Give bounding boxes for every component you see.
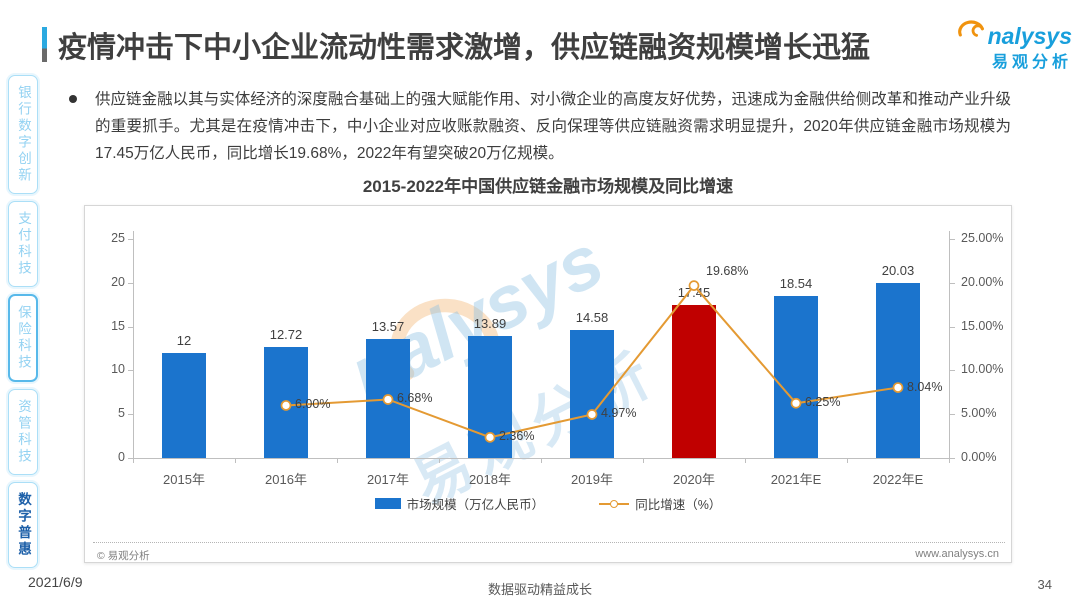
footer-date: 2021/6/9: [28, 574, 83, 590]
page-number: 34: [1037, 577, 1052, 592]
sidebar: 银行数字创新 支付科技 保险科技 资管科技 数字普惠: [8, 75, 38, 568]
card-footer-divider: [93, 542, 1005, 543]
x-axis-category-label: 2016年: [265, 472, 307, 487]
analysys-logo: nalysys 易观分析: [952, 12, 1072, 72]
line-value-label: 19.68%: [706, 263, 749, 278]
bullet-icon: [69, 95, 77, 103]
right-axis-tick-label: 5.00%: [961, 406, 997, 421]
x-axis-category-label: 2017年: [367, 472, 409, 487]
chart-plot-area: 0 5 10 15 20 25 0.00% 5.00% 10.00% 15.00% 20.00% 25…: [85, 206, 1011, 562]
legend-label: 同比增速（%）: [635, 498, 722, 512]
bar-value-label: 20.03: [881, 262, 915, 278]
bar-value-label: 13.89: [473, 316, 507, 332]
page-title: 疫情冲击下中小企业流动性需求激增，供应链融资规模增长迅猛: [58, 32, 871, 64]
line-value-label: 2.36%: [499, 429, 535, 444]
line-value-label: 4.97%: [601, 406, 637, 421]
x-axis-tick: [949, 458, 950, 463]
x-axis-tick: [745, 458, 746, 463]
sidebar-tab-payment-tech[interactable]: 支付科技: [8, 201, 38, 287]
bar-2022年E: [876, 282, 920, 458]
right-axis-tick-label: 20.00%: [961, 274, 1004, 289]
left-axis-tick: [128, 282, 133, 284]
legend-item-market-size: 市场规模（万亿人民币）: [374, 494, 545, 513]
left-axis-tick: [128, 458, 133, 459]
sidebar-tab-asset-management-tech[interactable]: 资管科技: [8, 389, 38, 475]
bar-2020年: [672, 305, 716, 458]
left-axis-tick-label: 5: [118, 406, 125, 421]
left-axis-tick-label: 15: [111, 318, 125, 333]
bar-2021年E: [774, 295, 818, 458]
left-axis-tick-label: 0: [118, 450, 125, 464]
line-value-label: 6.25%: [805, 395, 841, 410]
bar-value-label: 13.57: [371, 319, 405, 335]
left-axis-tick-label: 25: [111, 231, 125, 245]
chart-legend: 市场规模（万亿人民币） 同比增速（%）: [85, 494, 1011, 513]
sidebar-tab-insurance-tech[interactable]: 保险科技: [8, 294, 38, 382]
line-value-label: 8.04%: [907, 379, 943, 394]
bar-2019年: [570, 330, 614, 458]
right-axis-tick: [949, 326, 955, 328]
x-axis-tick: [847, 458, 848, 463]
x-axis-tick: [439, 458, 440, 463]
x-axis-category-label: 2015年: [163, 472, 205, 487]
analysys-logo-swirl-icon: [952, 12, 988, 47]
sidebar-tab-label: 支付科技: [16, 211, 31, 277]
right-axis-tick: [949, 370, 955, 372]
sidebar-tab-label: 数字普惠: [16, 492, 31, 558]
chart-card: nalysys 易观分析 0 5 10 15 20 25 0.00% 5.00% 10.00% 1…: [84, 205, 1012, 563]
sidebar-tab-banking-digital-innovation[interactable]: 银行数字创新: [8, 75, 38, 194]
bar-value-label: 18.54: [779, 275, 813, 291]
left-axis-tick-label: 10: [111, 362, 125, 377]
right-axis-line: [949, 231, 950, 458]
x-axis-category-label: 2019年: [571, 472, 613, 487]
left-axis-line: [133, 231, 134, 458]
right-axis-tick-label: 15.00%: [961, 318, 1004, 333]
legend-item-growth-rate: 同比增速（%）: [599, 494, 721, 513]
right-axis-tick: [949, 414, 955, 416]
x-axis-category-label: 2020年: [673, 472, 715, 487]
x-axis-tick: [643, 458, 644, 463]
x-axis-tick: [541, 458, 542, 463]
chart-source-note: © 易观分析: [97, 550, 150, 562]
bar-series-swatch-icon: [374, 498, 401, 509]
logo-brand-chinese: 易观分析: [991, 54, 1072, 71]
analysys-url: www.analysys.cn: [915, 548, 999, 560]
footer-slogan: 数据驱动精益成长: [487, 582, 592, 597]
line-series-swatch-icon: [599, 499, 630, 508]
line-value-label: 6.00%: [295, 397, 331, 412]
sidebar-tab-label: 银行数字创新: [16, 85, 31, 184]
bar-value-label: 14.58: [575, 310, 609, 326]
left-axis-tick: [128, 370, 133, 372]
sidebar-tab-label: 资管科技: [16, 399, 31, 465]
chart-title: 2015-2022年中国供应链金融市场规模及同比增速: [362, 177, 734, 196]
bar-value-label: 12: [176, 332, 192, 348]
bar-2015年: [162, 352, 206, 458]
right-axis-tick: [949, 458, 955, 459]
right-axis-tick: [949, 239, 955, 240]
left-axis-tick: [128, 239, 133, 240]
line-value-label: 6.68%: [397, 391, 433, 406]
right-axis-tick-label: 25.00%: [961, 231, 1004, 245]
left-axis-tick: [128, 414, 133, 416]
title-accent-bar: [42, 27, 47, 62]
x-axis-tick: [337, 458, 338, 463]
logo-brand-text: nalysys: [987, 23, 1072, 49]
bar-value-label: 12.72: [269, 326, 303, 342]
body-paragraph: 供应链金融以其与实体经济的深度融合基础上的强大赋能作用、对小微企业的高度友好优势…: [95, 91, 1011, 162]
x-axis-tick: [133, 458, 134, 463]
left-axis-tick-label: 20: [111, 274, 125, 289]
sidebar-tab-digital-inclusion[interactable]: 数字普惠: [8, 482, 38, 568]
right-axis-tick-label: 10.00%: [961, 362, 1004, 377]
x-axis-tick: [235, 458, 236, 463]
right-axis-tick-label: 0.00%: [961, 450, 997, 464]
sidebar-tab-label: 保险科技: [16, 305, 31, 371]
right-axis-tick: [949, 282, 955, 284]
x-axis-category-label: 2022年E: [872, 472, 924, 487]
x-axis-category-label: 2018年: [469, 472, 511, 487]
left-axis-tick: [128, 326, 133, 328]
bar-value-label: 17.45: [677, 285, 711, 301]
x-axis-category-label: 2021年E: [770, 472, 822, 487]
legend-label: 市场规模（万亿人民币）: [406, 498, 545, 512]
